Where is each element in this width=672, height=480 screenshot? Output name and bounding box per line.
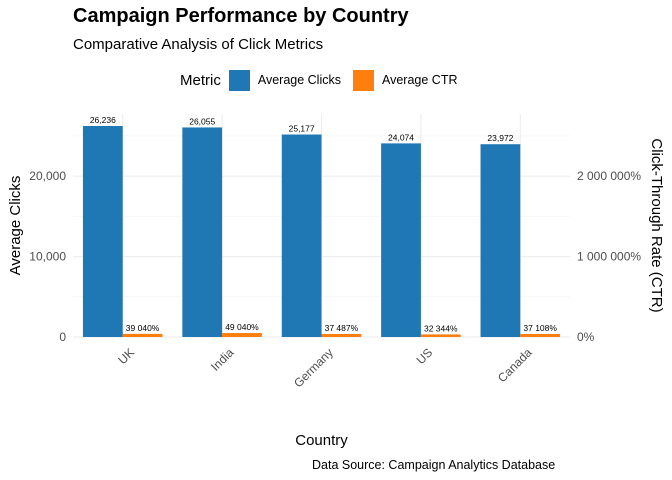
chart-title: Campaign Performance by Country bbox=[73, 5, 409, 27]
legend-swatch-average-ctr bbox=[352, 69, 374, 91]
bar-average-ctr-germany bbox=[321, 333, 362, 337]
bar-label-average-clicks-canada: 23,972 bbox=[487, 133, 513, 143]
y-axis-title: Average Clicks bbox=[7, 176, 24, 276]
bar-label-average-ctr-germany: 37 487% bbox=[325, 323, 359, 333]
bar-average-clicks-canada bbox=[480, 144, 521, 337]
bar-label-average-clicks-uk: 26,236 bbox=[90, 115, 116, 125]
x-tick-label-canada: Canada bbox=[495, 345, 535, 385]
legend-swatch-average-clicks bbox=[228, 69, 250, 91]
x-tick-label-us: US bbox=[414, 345, 436, 367]
x-tick-label-uk: UK bbox=[115, 345, 137, 367]
y-tick-label: 0 bbox=[59, 330, 66, 344]
chart-caption: Data Source: Campaign Analytics Database bbox=[312, 458, 556, 472]
bar-label-average-clicks-germany: 25,177 bbox=[289, 124, 315, 134]
bar-average-clicks-uk bbox=[82, 126, 123, 337]
x-tick-label-india: India bbox=[208, 345, 237, 374]
y2-tick-label: 0% bbox=[577, 330, 595, 344]
y2-tick-label: 2 000 000% bbox=[577, 169, 641, 183]
x-tick-label-germany: Germany bbox=[291, 345, 336, 390]
legend-label-average-clicks: Average Clicks bbox=[257, 73, 341, 87]
legend-label-average-ctr: Average CTR bbox=[381, 73, 458, 87]
bar-label-average-ctr-uk: 39 040% bbox=[126, 323, 160, 333]
bar-average-ctr-uk bbox=[122, 333, 163, 337]
bar-label-average-clicks-us: 24,074 bbox=[388, 132, 414, 142]
bar-label-average-ctr-india: 49 040% bbox=[225, 322, 259, 332]
legend-item-average-ctr: Average CTR bbox=[352, 69, 458, 91]
y2-tick-label: 1 000 000% bbox=[577, 250, 641, 264]
legend-title: Metric bbox=[180, 71, 221, 89]
y-tick-label: 20,000 bbox=[29, 169, 66, 183]
bar-label-average-ctr-us: 32 344% bbox=[424, 323, 458, 333]
y-tick-label: 10,000 bbox=[29, 250, 66, 264]
y2-axis-title: Click-Through Rate (CTR) bbox=[648, 138, 665, 312]
bar-average-ctr-us bbox=[420, 334, 461, 337]
chart-subtitle: Comparative Analysis of Click Metrics bbox=[73, 36, 324, 53]
legend: Metric Average Clicks Average CTR bbox=[180, 66, 469, 94]
bar-average-ctr-india bbox=[222, 333, 262, 337]
bar-average-ctr-canada bbox=[520, 334, 561, 337]
bar-label-average-clicks-india: 26,055 bbox=[189, 116, 215, 126]
x-axis-title: Country bbox=[295, 432, 348, 449]
legend-item-average-clicks: Average Clicks bbox=[228, 69, 341, 91]
bar-average-clicks-india bbox=[182, 127, 223, 337]
bar-average-clicks-germany bbox=[281, 134, 322, 337]
bar-label-average-ctr-canada: 37 108% bbox=[523, 323, 557, 333]
bar-average-clicks-us bbox=[381, 143, 421, 337]
